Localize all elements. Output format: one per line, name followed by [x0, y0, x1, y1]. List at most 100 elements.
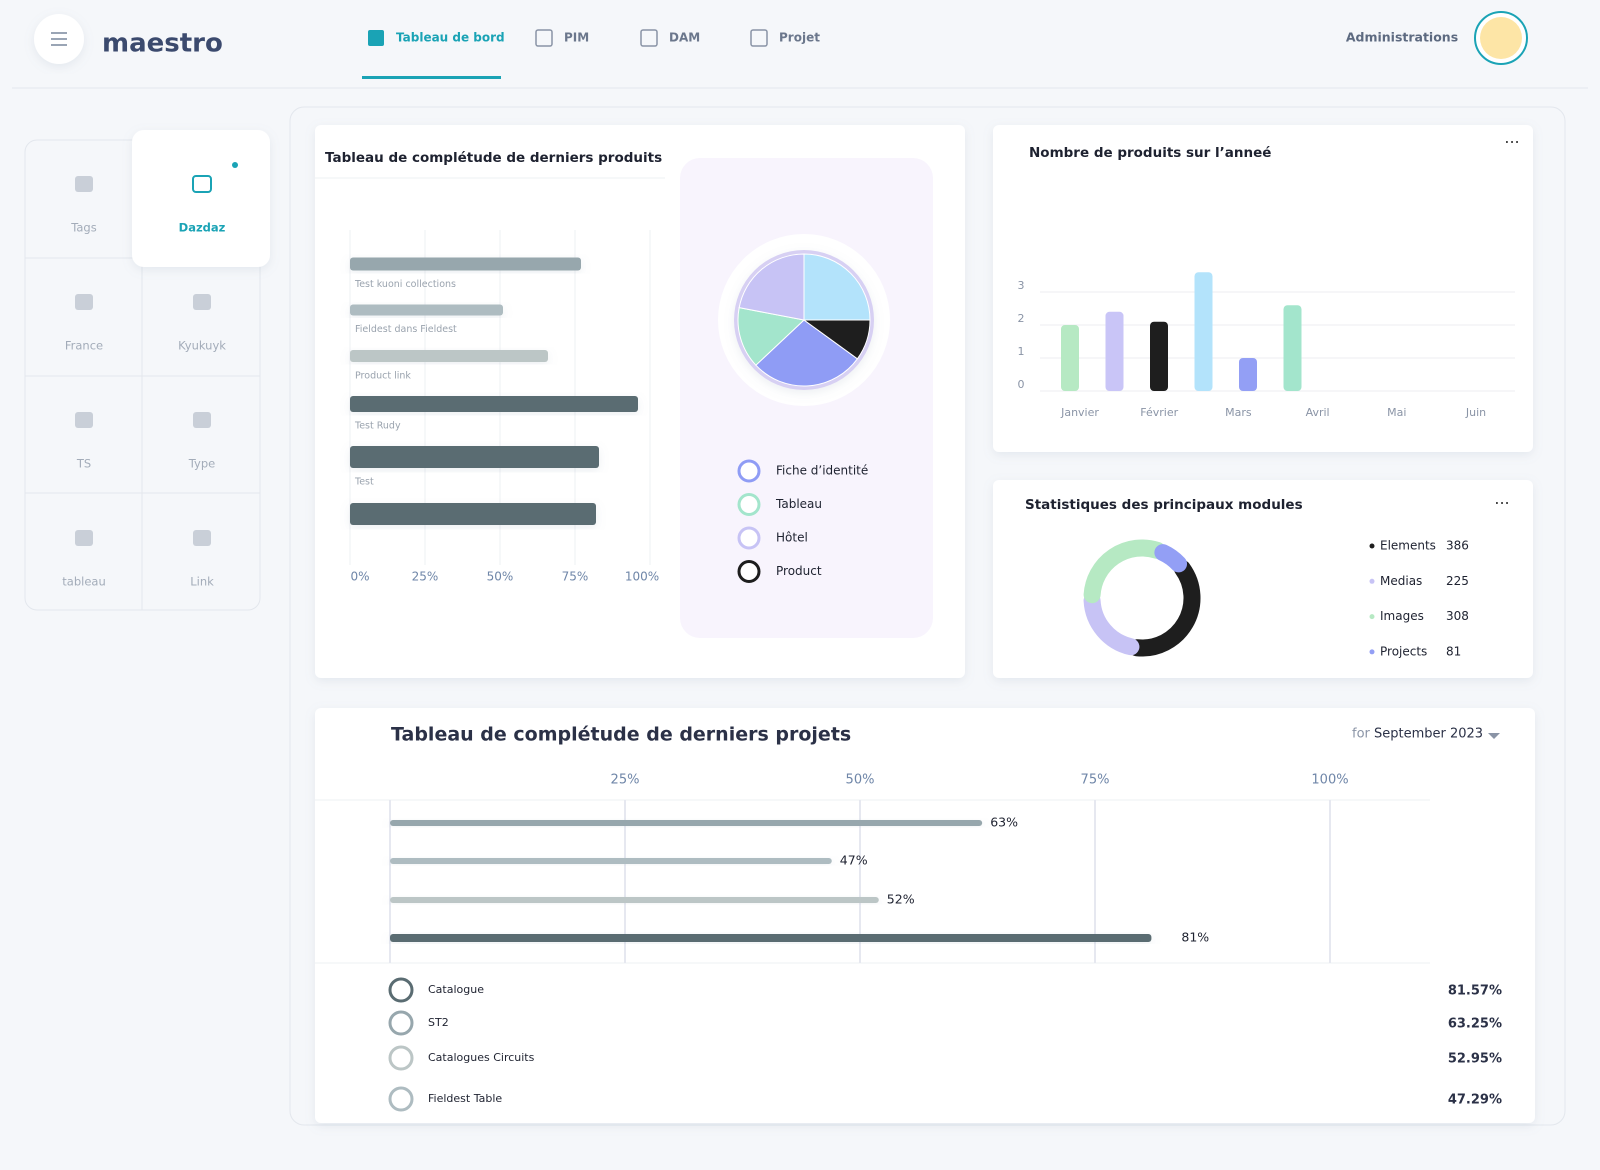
- sidebar-icon: [193, 294, 211, 310]
- donut-segment: [1083, 592, 1140, 656]
- bar: [1061, 325, 1079, 391]
- nav-item[interactable]: PIM: [564, 31, 589, 45]
- pie-slice: [737, 307, 806, 366]
- bar-label: Test Rudy: [354, 421, 401, 432]
- legend-label: Medias: [1380, 574, 1422, 588]
- x-tick-label: Mai: [1387, 406, 1406, 419]
- legend-swatch: [388, 1086, 414, 1112]
- legend-swatch: [388, 977, 414, 1003]
- legend-swatch: [737, 459, 761, 483]
- x-tick-label: Février: [1140, 406, 1178, 419]
- bar: [350, 257, 581, 271]
- x-tick-label: 100%: [625, 570, 659, 584]
- sidebar-icon: [75, 412, 93, 428]
- more-menu[interactable]: ···: [1494, 494, 1509, 513]
- legend-value: 81: [1446, 644, 1461, 658]
- bar-label: Fieldest dans Fieldest: [355, 324, 457, 335]
- x-tick-label: Mars: [1225, 406, 1252, 419]
- sidebar-label[interactable]: TS: [76, 457, 91, 471]
- legend-dot: [1369, 543, 1375, 549]
- table-name: Fieldest Table: [428, 1092, 502, 1105]
- bar: [1194, 272, 1213, 391]
- period-prefix[interactable]: for: [1352, 727, 1371, 742]
- y-tick-label: 2: [1018, 312, 1025, 325]
- sidebar-icon: [75, 176, 93, 192]
- table-percent: 81.57%: [1448, 984, 1502, 999]
- legend-value: 308: [1446, 609, 1469, 623]
- chart-title: Statistiques des principaux modules: [1025, 497, 1303, 513]
- sidebar-label[interactable]: tableau: [62, 575, 105, 589]
- legend-label: Elements: [1380, 539, 1436, 553]
- chart-title: Tableau de complétude de derniers produi…: [325, 150, 662, 166]
- dropdown-arrow[interactable]: [1488, 733, 1500, 739]
- x-tick-label: 0%: [350, 570, 369, 584]
- sidebar-icon: [192, 175, 212, 193]
- x-tick-label: 25%: [611, 773, 640, 788]
- nav-icon: [535, 29, 553, 47]
- legend-swatch: [737, 493, 761, 516]
- value-label: 47%: [840, 853, 868, 868]
- nav-item[interactable]: DAM: [669, 31, 700, 45]
- bar: [350, 503, 596, 525]
- bar: [350, 396, 638, 412]
- bar: [1239, 358, 1257, 391]
- sidebar-icon: [193, 412, 211, 428]
- bar: [1283, 305, 1302, 391]
- sidebar-icon: [75, 294, 93, 310]
- bar: [390, 858, 832, 864]
- bar: [350, 304, 503, 316]
- table-percent: 47.29%: [1448, 1093, 1502, 1108]
- sidebar-label[interactable]: Link: [190, 575, 214, 589]
- nav-icon: [368, 30, 384, 46]
- y-tick-label: 0: [1018, 378, 1025, 391]
- bar-label: Test kuoni collections: [354, 279, 456, 290]
- sidebar-label[interactable]: Tags: [70, 221, 96, 235]
- x-tick-label: Janvier: [1060, 406, 1099, 419]
- sidebar-label[interactable]: Dazdaz: [179, 221, 226, 235]
- value-label: 81%: [1181, 930, 1209, 945]
- donut-segment: [1083, 539, 1166, 604]
- legend-swatch: [388, 1010, 414, 1036]
- sidebar-label[interactable]: Type: [188, 457, 215, 471]
- x-tick-label: 100%: [1311, 773, 1348, 788]
- legend-label: Fiche d’identité: [776, 464, 868, 478]
- bar: [390, 897, 879, 903]
- logo[interactable]: maestro: [102, 29, 223, 59]
- legend-value: 225: [1446, 574, 1469, 588]
- period[interactable]: September 2023: [1374, 727, 1483, 742]
- projects-card: [315, 708, 1535, 1123]
- bar-label: Test: [354, 477, 374, 488]
- nav-icon: [640, 29, 658, 47]
- bar: [350, 446, 599, 468]
- legend-dot: [1369, 649, 1375, 655]
- nav-item[interactable]: Tableau de bord: [396, 31, 505, 45]
- legend-swatch: [388, 1045, 414, 1071]
- legend-label: Projects: [1380, 644, 1427, 658]
- bar-label: Product link: [355, 371, 411, 382]
- sidebar-active-card[interactable]: [132, 130, 270, 267]
- x-tick-label: 50%: [846, 773, 875, 788]
- avatar: [1480, 17, 1522, 59]
- active-tab-underline: [362, 76, 501, 79]
- donut-segment: [1128, 559, 1201, 657]
- sidebar-label[interactable]: Kyukuyk: [178, 339, 226, 353]
- admin-link[interactable]: Administrations: [1346, 30, 1458, 45]
- legend-dot: [1369, 578, 1375, 584]
- chart-title: Tableau de complétude de derniers projet…: [391, 724, 851, 746]
- value-label: 63%: [990, 815, 1018, 830]
- bar: [1105, 311, 1124, 391]
- sidebar-label[interactable]: France: [65, 339, 103, 353]
- more-menu[interactable]: ···: [1504, 133, 1519, 152]
- x-tick-label: Juin: [1465, 406, 1486, 419]
- table-percent: 63.25%: [1448, 1017, 1502, 1032]
- bar: [390, 934, 1152, 942]
- legend-label: Product: [776, 564, 822, 578]
- sidebar-icon: [75, 530, 93, 546]
- table-name: Catalogue: [428, 983, 484, 996]
- nav-item[interactable]: Projet: [779, 31, 820, 45]
- legend-swatch: [737, 560, 761, 583]
- pie-slice: [755, 319, 859, 387]
- bar: [350, 350, 548, 362]
